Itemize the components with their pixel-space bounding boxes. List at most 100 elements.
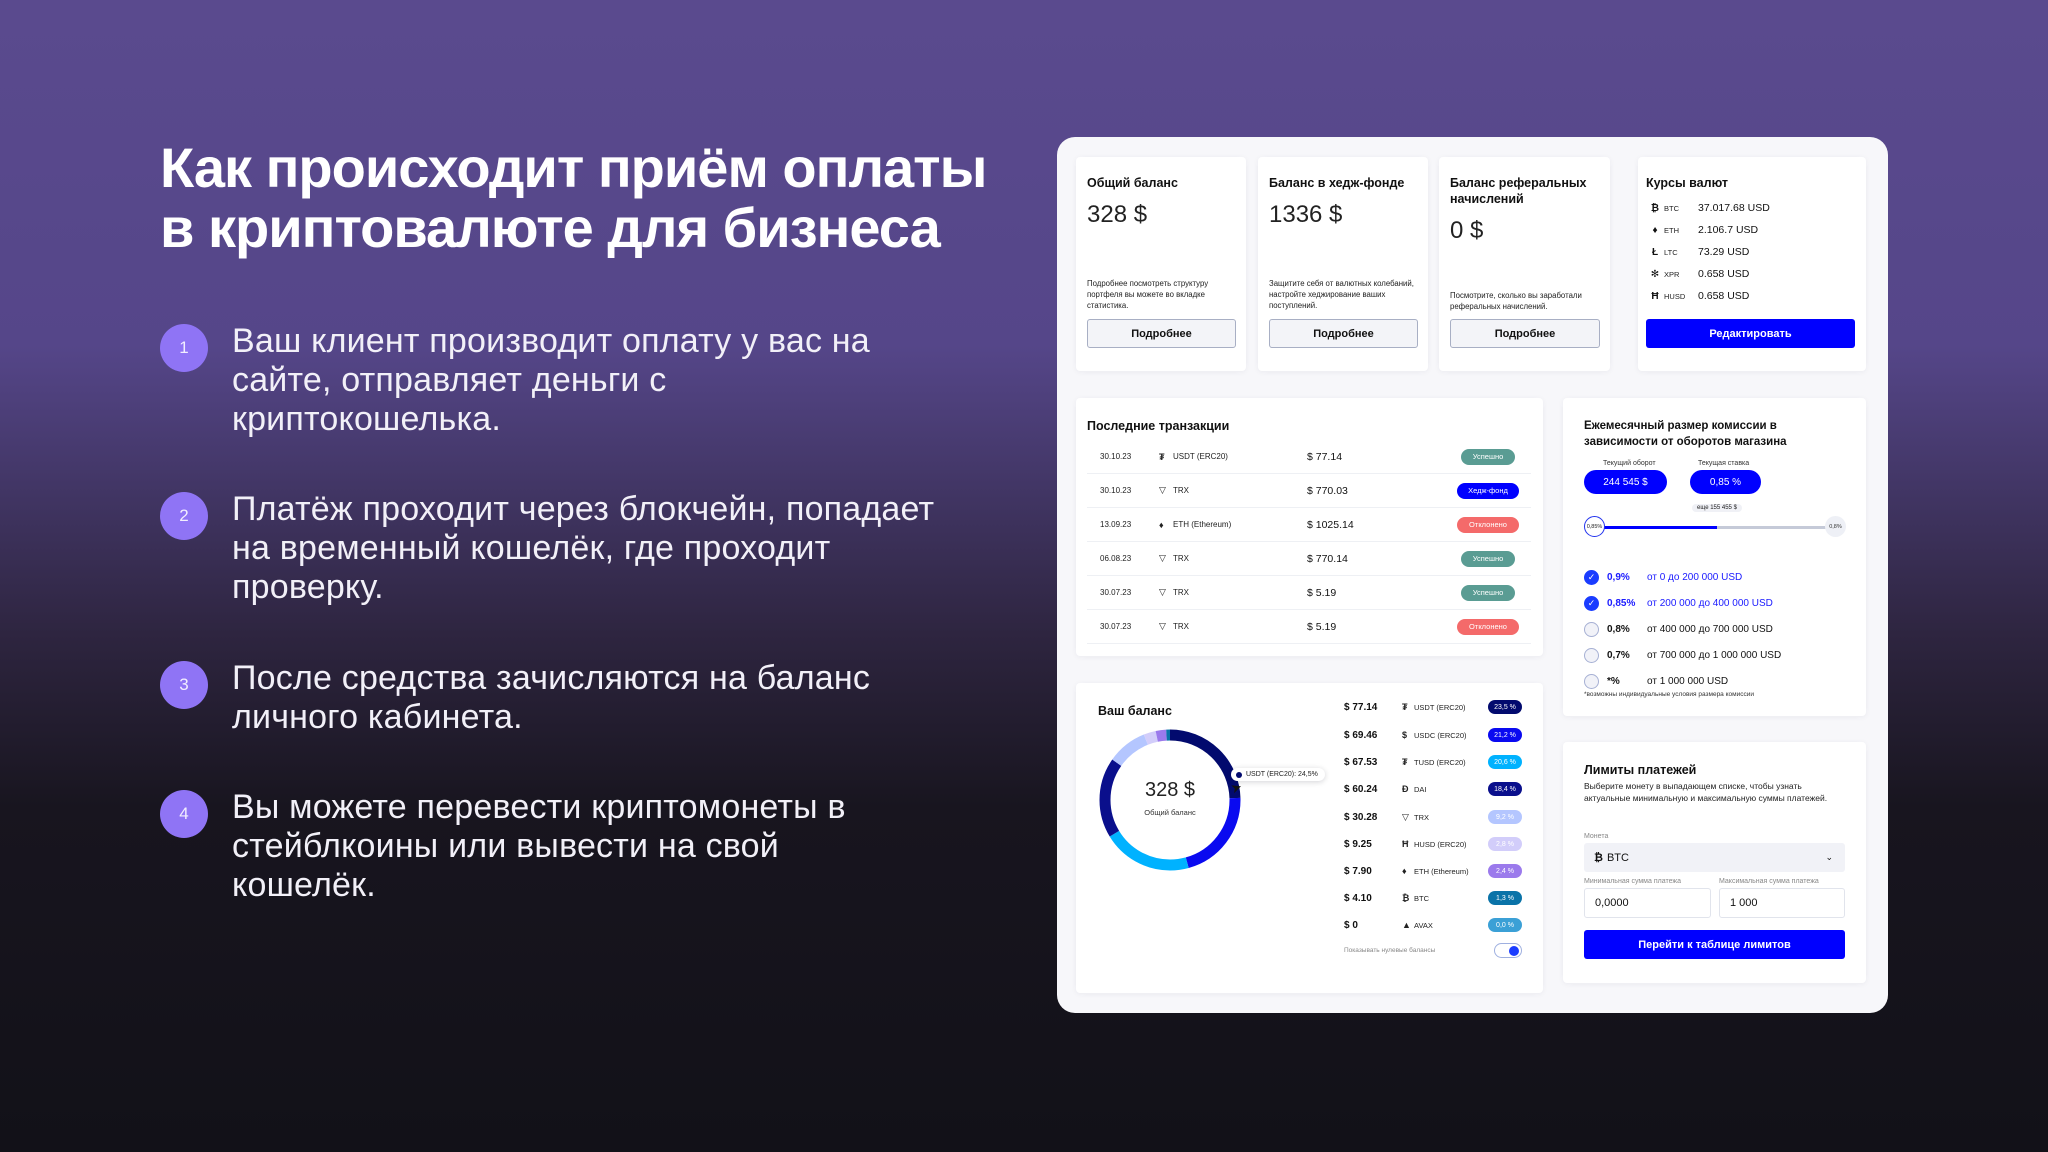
- ethereum-icon: ♦: [1652, 224, 1658, 236]
- headline-line-2: в криптовалюте для бизнеса: [160, 196, 941, 259]
- tx-coin-name: USDT (ERC20): [1173, 452, 1228, 461]
- checked-icon: ✓: [1584, 569, 1599, 585]
- balance-share-badge: 23,5 %: [1488, 700, 1522, 714]
- card-value: 1336 $: [1269, 201, 1343, 228]
- details-button[interactable]: Подробнее: [1087, 319, 1236, 348]
- tx-date: 06.08.23: [1100, 554, 1132, 563]
- commission-tier[interactable]: ✓ 0,85% от 200 000 до 400 000 USD: [1584, 594, 1773, 612]
- legend-dot-icon: [1236, 771, 1242, 778]
- step-number-badge: 2: [160, 492, 208, 540]
- transaction-row[interactable]: 30.10.23 ₮ USDT (ERC20) $ 77.14 Успешно: [1087, 440, 1531, 474]
- card-title: Баланс в хедж-фонде: [1269, 176, 1405, 190]
- donut-total-label: Общий баланс: [1144, 808, 1196, 817]
- tx-amount: $ 5.19: [1307, 586, 1337, 599]
- unchecked-icon: [1584, 621, 1599, 637]
- limits-table-button[interactable]: Перейти к таблице лимитов: [1584, 930, 1845, 959]
- husd-icon: Ħ: [1402, 839, 1409, 849]
- tron-icon: ▽: [1159, 485, 1166, 495]
- edit-rates-button[interactable]: Редактировать: [1646, 319, 1855, 348]
- tier-percent: 0,9%: [1607, 571, 1630, 583]
- balance-amount: $ 60.24: [1344, 783, 1378, 795]
- tx-amount: $ 77.14: [1307, 450, 1343, 463]
- card-title: Ежемесячный размер комиссии в зависимост…: [1584, 420, 1787, 448]
- card-title: Общий баланс: [1087, 176, 1178, 190]
- turnover-slider[interactable]: 0,85% 0,8% еще 155 455 $: [1584, 504, 1846, 538]
- tx-amount: $ 5.19: [1307, 620, 1337, 633]
- coin-select-value: BTC: [1606, 851, 1629, 864]
- balance-amount: $ 69.46: [1344, 729, 1378, 741]
- status-badge: Хедж-фонд: [1457, 482, 1519, 499]
- donut-svg: [1099, 729, 1241, 871]
- rate-code: HUSD: [1664, 291, 1686, 301]
- bitcoin-icon: ₿: [1650, 202, 1660, 214]
- balance-row: $ 0 ▲ AVAX 0,0 %: [1344, 915, 1525, 935]
- card-title: Курсы валют: [1646, 176, 1729, 190]
- tx-coin-name: ETH (Ethereum): [1173, 520, 1232, 529]
- card-title: Ваш баланс: [1098, 704, 1172, 718]
- card-description: Посмотрите, сколько вы заработали рефера…: [1450, 291, 1582, 311]
- bitcoin-icon: ₿: [1594, 851, 1603, 864]
- balance-row: $ 60.24 Ð DAI 18,4 %: [1344, 779, 1525, 799]
- balance-donut-chart[interactable]: 328 $ Общий баланс: [1099, 729, 1241, 871]
- step-number-badge: 1: [160, 324, 208, 372]
- step-text: Ваш клиент производит оплату у вас на са…: [232, 322, 870, 438]
- headline-line-1: Как происходит приём оплаты: [160, 136, 987, 199]
- ethereum-icon: ♦: [1402, 866, 1407, 876]
- show-zero-balances-label: Показывать нулевые балансы: [1344, 947, 1436, 954]
- card-hedge-balance: Баланс в хедж-фонде 1336 $ Защитите себя…: [1258, 157, 1428, 371]
- details-button[interactable]: Подробнее: [1450, 319, 1600, 348]
- balance-amount: $ 0: [1344, 919, 1358, 931]
- tx-amount: $ 1025.14: [1307, 518, 1354, 531]
- tether-icon: ₮: [1159, 451, 1165, 462]
- show-zero-balances-toggle[interactable]: [1494, 943, 1522, 958]
- rate-row-husd: Ħ HUSD 0.658 USD: [1649, 285, 1858, 307]
- commission-tier[interactable]: *% от 1 000 000 USD: [1584, 672, 1728, 690]
- commission-tier[interactable]: 0,8% от 400 000 до 700 000 USD: [1584, 620, 1773, 638]
- min-amount-input[interactable]: 0,0000: [1584, 888, 1711, 918]
- step-3: 3 После средства зачисляются на баланс л…: [160, 659, 960, 737]
- tier-range: от 400 000 до 700 000 USD: [1647, 623, 1773, 635]
- coin-name: ETH (Ethereum): [1414, 866, 1469, 876]
- max-amount-input[interactable]: 1 000: [1719, 888, 1845, 918]
- transaction-row[interactable]: 06.08.23 ▽ TRX $ 770.14 Успешно: [1087, 542, 1531, 576]
- commission-tier[interactable]: 0,7% от 700 000 до 1 000 000 USD: [1584, 646, 1781, 664]
- rate-row-ltc: Ł LTC 73.29 USD: [1649, 241, 1858, 263]
- coin-select[interactable]: ₿ BTC ⌄: [1584, 843, 1845, 872]
- tier-percent: 0,8%: [1607, 623, 1630, 635]
- tier-range: от 200 000 до 400 000 USD: [1647, 597, 1773, 609]
- balance-share-badge: 2,4 %: [1488, 864, 1522, 878]
- rate-code: XPR: [1664, 269, 1680, 279]
- transaction-row[interactable]: 30.07.23 ▽ TRX $ 5.19 Успешно: [1087, 576, 1531, 610]
- transaction-row[interactable]: 13.09.23 ♦ ETH (Ethereum) $ 1025.14 Откло…: [1087, 508, 1531, 542]
- tier-range: от 1 000 000 USD: [1647, 675, 1729, 687]
- transaction-row[interactable]: 30.07.23 ▽ TRX $ 5.19 Отклонено: [1087, 610, 1531, 644]
- balance-share-badge: 18,4 %: [1488, 782, 1522, 796]
- balance-share-badge: 0,0 %: [1488, 918, 1522, 932]
- balance-amount: $ 67.53: [1344, 756, 1378, 768]
- slider-start-handle[interactable]: 0,85%: [1584, 516, 1605, 537]
- chevron-down-icon: ⌄: [1825, 852, 1833, 862]
- balance-amount: $ 4.10: [1344, 892, 1372, 904]
- rate-row-eth: ♦ ETH 2.106.7 USD: [1649, 219, 1858, 241]
- card-payment-limits: Лимиты платежей Выберите монету в выпада…: [1563, 742, 1866, 983]
- balance-share-badge: 20,6 %: [1488, 755, 1522, 769]
- slider-remaining-hint: еще 155 455 $: [1692, 504, 1742, 512]
- tier-range: от 700 000 до 1 000 000 USD: [1647, 649, 1782, 661]
- rate-value: 0.658 USD: [1698, 290, 1750, 302]
- rate-value: 0.658 USD: [1698, 268, 1750, 280]
- details-button[interactable]: Подробнее: [1269, 319, 1418, 348]
- checked-icon: ✓: [1584, 595, 1599, 611]
- status-badge: Успешно: [1461, 584, 1515, 601]
- rate-code: ETH: [1664, 225, 1679, 235]
- max-amount-label: Максимальная сумма платежа: [1719, 878, 1819, 885]
- tx-date: 13.09.23: [1100, 520, 1132, 529]
- commission-tier[interactable]: ✓ 0,9% от 0 до 200 000 USD: [1584, 568, 1742, 586]
- avax-icon: ▲: [1402, 920, 1411, 930]
- ripple-icon: ✻: [1650, 268, 1660, 280]
- tx-coin: ▽ TRX: [1159, 553, 1307, 564]
- tx-coin-name: TRX: [1173, 622, 1189, 631]
- coin-name: HUSD (ERC20): [1414, 839, 1467, 849]
- tx-coin: ▽ TRX: [1159, 587, 1307, 598]
- transaction-row[interactable]: 30.10.23 ▽ TRX $ 770.03 Хедж-фонд: [1087, 474, 1531, 508]
- unchecked-icon: [1584, 647, 1599, 663]
